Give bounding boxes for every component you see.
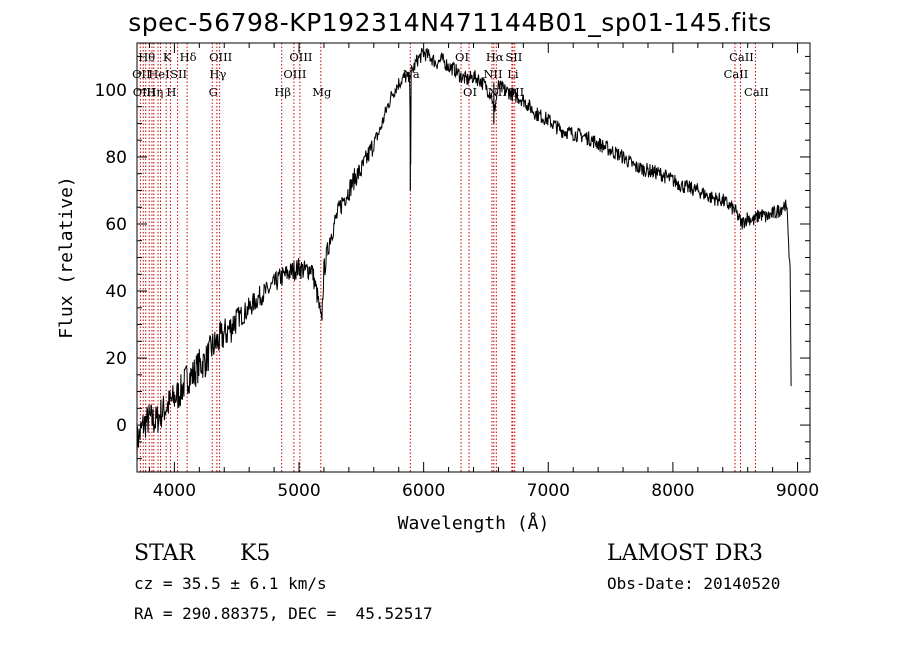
spectral-line-label: NII: [483, 67, 502, 81]
spectral-line-label: HeI: [148, 67, 169, 81]
x-tick-label: 5000: [277, 481, 320, 501]
y-tick-label: 100: [95, 81, 127, 101]
y-tick-label: 60: [105, 215, 127, 235]
spectral-line-label: CaII: [724, 67, 749, 81]
y-tick-label: 0: [116, 416, 127, 436]
spectrum-line: [136, 47, 792, 459]
spectral-line-label: Hδ: [180, 50, 197, 64]
spectral-line-label: Hα: [486, 50, 504, 64]
spectral-line-label: Hβ: [274, 85, 291, 99]
redshift-info: cz = 35.5 ± 6.1 km/s: [134, 574, 327, 593]
chart-title: spec-56798-KP192314N471144B01_sp01-145.f…: [128, 8, 772, 37]
spectral-line-label: Na: [403, 67, 420, 81]
plot-frame: [136, 42, 811, 473]
spectral-line-label: G: [209, 85, 218, 99]
x-tick-label: 8000: [651, 481, 694, 501]
spectral-line-label: OIII: [283, 67, 306, 81]
x-axis-label: Wavelength (Å): [398, 512, 550, 534]
spectral-line-label: SII: [505, 50, 522, 64]
spectral-line-label: OIII: [133, 85, 156, 99]
y-tick-label: 20: [105, 349, 127, 369]
coordinates: RA = 290.88375, DEC = 45.52517: [134, 604, 433, 623]
spectral-line-label: H: [166, 85, 176, 99]
spectral-line-label: OI: [455, 50, 469, 64]
spectral-line-label: Mg: [312, 85, 332, 99]
spectral-line-label: CaII: [744, 85, 769, 99]
object-subclass: K5: [240, 541, 271, 566]
spectral-line-label: Hγ: [209, 67, 226, 81]
spectral-line-label: OII: [132, 67, 151, 81]
spectral-line-label: Hη: [146, 85, 163, 99]
spectral-line-label: Li: [507, 67, 519, 81]
spectral-line-label: OIII: [289, 50, 312, 64]
y-tick-label: 80: [105, 148, 127, 168]
spectral-line-label: Hθ: [138, 50, 155, 64]
spectral-line-label: OIII: [209, 50, 232, 64]
spectral-line-label: SII: [170, 67, 187, 81]
spectral-line-label: SII: [507, 85, 524, 99]
y-tick-label: 40: [105, 282, 127, 302]
x-tick-label: 7000: [527, 481, 570, 501]
x-tick-label: 9000: [776, 481, 819, 501]
spectral-line-label: NII: [488, 85, 507, 99]
survey-name: LAMOST DR3: [607, 541, 763, 566]
x-tick-label: 6000: [402, 481, 445, 501]
obs-date: Obs-Date: 20140520: [607, 574, 781, 593]
x-tick-label: 4000: [153, 481, 196, 501]
spectral-line-label: OI: [463, 85, 477, 99]
spectral-line-label: CaII: [729, 50, 754, 64]
object-class: STAR: [134, 541, 195, 566]
y-axis-label: Flux (relative): [56, 176, 77, 339]
spectral-line-label: K: [163, 50, 172, 64]
